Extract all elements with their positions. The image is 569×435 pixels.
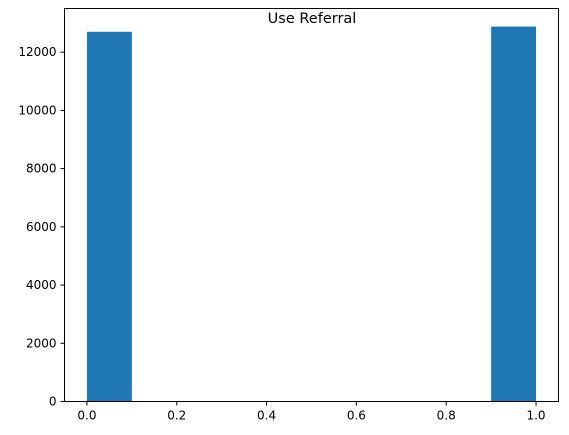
- x-tick-label-2: 0.4: [257, 409, 276, 423]
- x-tick-label-1: 0.2: [167, 409, 186, 423]
- y-tick-label-2: 4000: [26, 278, 57, 292]
- histogram-bar-0: [86, 31, 132, 402]
- bars-group: [86, 26, 537, 402]
- x-tick-label-3: 0.6: [347, 409, 366, 423]
- y-tick-label-4: 8000: [26, 162, 57, 176]
- y-tick-label-3: 6000: [26, 220, 57, 234]
- x-tick-label-5: 1.0: [526, 409, 545, 423]
- plot-frame: [64, 8, 559, 402]
- y-axis: 0 2000 4000 6000 8000 10000 12000: [18, 45, 65, 409]
- x-tick-label-0: 0.0: [77, 409, 96, 423]
- x-tick-label-4: 0.8: [437, 409, 456, 423]
- y-tick-label-1: 2000: [26, 336, 57, 350]
- y-tick-label-6: 12000: [18, 45, 56, 59]
- y-tick-label-0: 0: [49, 395, 57, 409]
- x-axis: 0.0 0.2 0.4 0.6 0.8 1.0: [77, 401, 546, 423]
- histogram-bar-9: [491, 26, 537, 402]
- chart-title: Use Referral: [268, 11, 357, 27]
- y-tick-label-5: 10000: [18, 103, 56, 117]
